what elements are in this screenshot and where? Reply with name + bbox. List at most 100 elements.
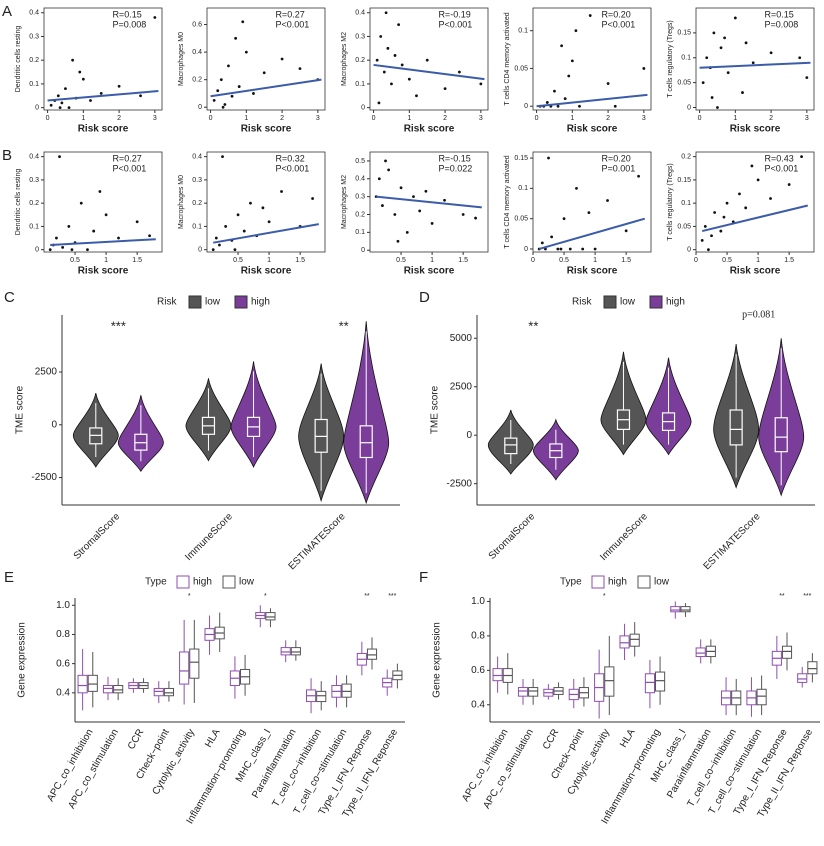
box (644, 673, 655, 694)
x-tick-label: CCR (541, 727, 561, 751)
point (233, 248, 237, 252)
x-tick-label: 2 (117, 115, 121, 122)
point (64, 87, 67, 91)
box (179, 651, 190, 685)
x-axis-title: Risk score (78, 124, 129, 135)
point (637, 174, 640, 178)
point (117, 236, 120, 240)
legend-label: high (666, 297, 685, 308)
point (216, 89, 220, 93)
point (443, 198, 446, 202)
y-tick-label: 0.2 (192, 200, 202, 207)
box (655, 671, 666, 692)
y-tick-label: 0.8 (471, 631, 485, 642)
box (517, 687, 529, 697)
point (384, 11, 388, 15)
panel-label: C (4, 289, 15, 306)
plot-frame (532, 7, 652, 111)
x-tick-label: 0 (46, 115, 50, 122)
point (261, 206, 265, 210)
point (556, 104, 560, 108)
point (474, 216, 477, 220)
point (60, 101, 64, 105)
plot-frame (532, 151, 652, 253)
y-axis-title: TME score (430, 385, 441, 434)
point (219, 78, 223, 82)
box (102, 685, 114, 694)
point (574, 29, 578, 33)
y-tick-label: 0 (361, 247, 365, 254)
legend-swatch (222, 575, 236, 589)
legend-label: high (193, 577, 212, 588)
box (781, 645, 793, 659)
stat-annotation: R=0.15 (112, 9, 141, 19)
x-tick-label: 0 (694, 257, 698, 264)
point (545, 101, 549, 104)
x-tick-label: ESTIMATEScore (702, 511, 763, 572)
x-tick-label: HLA (203, 727, 222, 750)
legend-label: high (608, 577, 627, 588)
point (769, 197, 772, 200)
y-axis-title: T cells CD4 memory activated (504, 155, 511, 248)
violin (487, 409, 534, 475)
point (613, 104, 617, 108)
y-tick-label: 5000 (450, 333, 473, 344)
violin (185, 378, 232, 462)
point (738, 192, 741, 196)
x-tick-label: APC_co_inhibition (45, 727, 95, 803)
y-tick-label: -2500 (31, 472, 57, 483)
stat-annotation: R=0.43 (764, 153, 793, 163)
box (189, 648, 200, 679)
point (581, 247, 585, 251)
y-tick-label: 0.4 (355, 10, 365, 17)
plot-frame (206, 151, 326, 253)
point (703, 225, 707, 228)
x-tick-label: 0.5 (722, 257, 732, 264)
point (56, 94, 60, 98)
point (560, 44, 564, 48)
y-axis-title: T cells CD4 memory activated (504, 12, 511, 105)
significance: * (264, 593, 267, 600)
y-tick-label: 0.6 (56, 658, 70, 669)
stat-annotation: P=0.008 (112, 19, 146, 29)
y-tick-label: 0.1 (29, 223, 39, 230)
point (716, 106, 719, 109)
point (135, 220, 139, 224)
box (629, 633, 640, 647)
box (290, 647, 301, 656)
y-tick-label: 0.1 (681, 55, 691, 62)
y-tick-label: 2500 (35, 367, 58, 378)
point (377, 177, 381, 181)
point (211, 248, 215, 252)
point (750, 164, 754, 168)
point (384, 159, 387, 163)
point (244, 50, 248, 54)
x-axis-title: Risk score (730, 266, 781, 277)
y-tick-label: 1.0 (56, 600, 70, 611)
panel-label: D (419, 289, 430, 306)
significance: p=0.081 (742, 309, 775, 320)
box (774, 417, 788, 453)
legend-swatch (637, 575, 651, 589)
y-axis-title: Gene expression (432, 622, 443, 698)
legend-label: low (654, 577, 670, 588)
point (606, 82, 610, 85)
x-tick-label: APC_co_inhibition (460, 727, 510, 803)
x-tick-label: 0 (531, 257, 535, 264)
point (707, 248, 710, 252)
plot-frame (43, 151, 163, 253)
x-tick-label: 1 (733, 115, 737, 122)
box (153, 687, 164, 697)
point (386, 46, 390, 50)
legend-label: low (239, 577, 255, 588)
legend-label: high (251, 297, 270, 308)
point (396, 239, 400, 243)
x-tick-label: 3 (316, 115, 320, 122)
x-tick-label: ESTIMATEScore (287, 511, 348, 572)
y-axis-title: Gene expression (17, 622, 28, 698)
box (670, 606, 681, 613)
x-tick-label: 0.5 (233, 257, 243, 264)
significance: * (188, 593, 191, 600)
point (587, 211, 591, 215)
y-tick-label: 0.3 (192, 177, 202, 184)
